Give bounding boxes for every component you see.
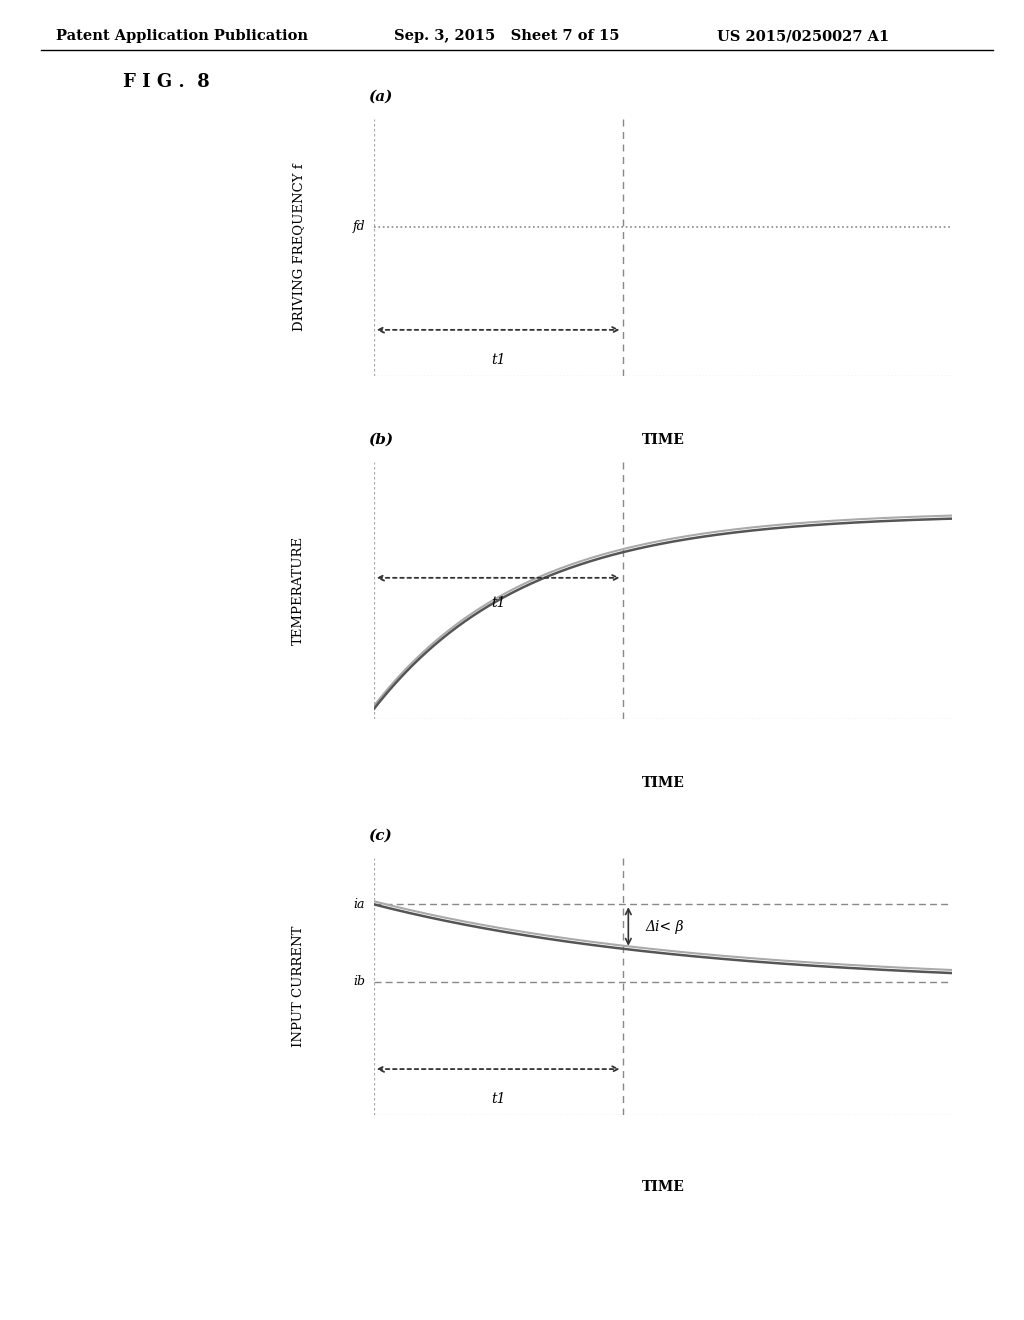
Text: TIME: TIME <box>642 433 684 447</box>
Text: DRIVING FREQUENCY f: DRIVING FREQUENCY f <box>292 164 305 331</box>
Text: US 2015/0250027 A1: US 2015/0250027 A1 <box>717 29 889 44</box>
Text: (b): (b) <box>368 433 393 446</box>
Text: TIME: TIME <box>642 776 684 791</box>
Text: Patent Application Publication: Patent Application Publication <box>56 29 308 44</box>
Text: t1: t1 <box>490 1092 506 1106</box>
Text: INPUT CURRENT: INPUT CURRENT <box>292 927 305 1047</box>
Text: TIME: TIME <box>642 1180 684 1193</box>
Text: F I G .  8: F I G . 8 <box>123 73 210 91</box>
Text: Δi< β: Δi< β <box>646 920 684 933</box>
Text: (c): (c) <box>368 829 392 842</box>
Text: t1: t1 <box>490 595 506 610</box>
Text: ib: ib <box>353 975 366 989</box>
Text: ia: ia <box>353 898 366 911</box>
Text: Sep. 3, 2015   Sheet 7 of 15: Sep. 3, 2015 Sheet 7 of 15 <box>394 29 620 44</box>
Text: fd: fd <box>352 220 366 234</box>
Text: t1: t1 <box>490 352 506 367</box>
Text: TEMPERATURE: TEMPERATURE <box>292 536 305 645</box>
Text: (a): (a) <box>368 90 392 103</box>
